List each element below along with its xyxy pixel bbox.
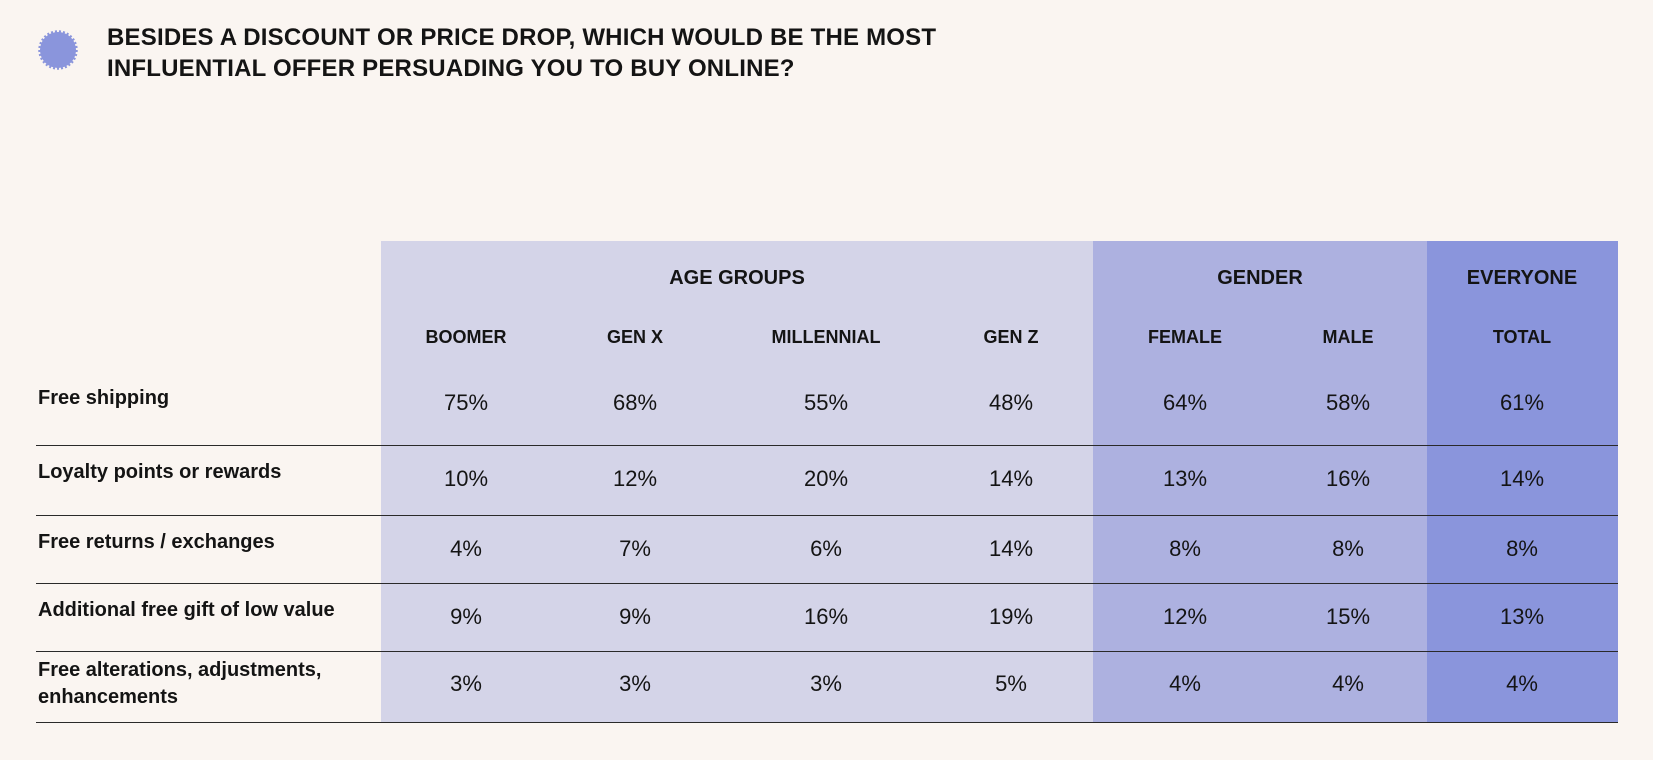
- table-cell-male: 16%: [1325, 466, 1371, 491]
- row-label: Additional free gift of low value: [38, 599, 335, 621]
- group-header-everyone: EVERYONE: [1466, 267, 1578, 289]
- table-row: Loyalty points or rewards 10% 12% 20% 14% 13%…: [36, 445, 1618, 516]
- table-cell-female: 13%: [1162, 466, 1208, 491]
- table-cell-gen-x: 9%: [619, 604, 651, 629]
- column-header-male: MALE: [1322, 327, 1374, 347]
- scalloped-badge-icon: [38, 30, 78, 70]
- table-cell-gen-x: 3%: [619, 671, 651, 696]
- table-cell-gen-z: 14%: [988, 536, 1034, 561]
- table-cell-total: 8%: [1506, 536, 1538, 561]
- row-label: Free returns / exchanges: [38, 531, 275, 553]
- table-cell-gen-x: 68%: [612, 390, 658, 415]
- row-label: Free shipping: [38, 387, 170, 409]
- column-header-total: TOTAL: [1492, 327, 1552, 347]
- table-cell-male: 58%: [1325, 390, 1371, 415]
- table-cell-female: 8%: [1169, 536, 1201, 561]
- table-cell-gen-z: 19%: [988, 604, 1034, 629]
- table-row: Free shipping 75% 68% 55% 48% 64% 58% 61%: [36, 381, 1618, 446]
- table-cell-gen-x: 7%: [619, 536, 651, 561]
- table-cell-female: 64%: [1162, 390, 1208, 415]
- table-cell-millennial: 16%: [803, 604, 849, 629]
- table-cell-gen-z: 48%: [988, 390, 1034, 415]
- table-cell-total: 61%: [1499, 390, 1545, 415]
- age-groups-band: [381, 241, 1093, 722]
- table-cell-female: 4%: [1169, 671, 1201, 696]
- group-header-age-groups: AGE GROUPS: [669, 267, 805, 289]
- table-cell-male: 4%: [1332, 671, 1364, 696]
- table-cell-millennial: 3%: [810, 671, 842, 696]
- table-cell-male: 8%: [1332, 536, 1364, 561]
- table-cell-millennial: 55%: [803, 390, 849, 415]
- column-header-millennial: MILLENNIAL: [771, 327, 881, 347]
- table-cell-millennial: 6%: [810, 536, 842, 561]
- table-cell-boomer: 3%: [450, 671, 482, 696]
- table-cell-total: 4%: [1506, 671, 1538, 696]
- table-cell-gen-z: 5%: [995, 671, 1027, 696]
- table-row: Free alterations, adjustments, enhanceme…: [36, 651, 1618, 723]
- column-header-gen-z: GEN Z: [983, 327, 1039, 347]
- chart-title-line-1: BESIDES A DISCOUNT OR PRICE DROP, WHICH …: [107, 24, 937, 51]
- row-label: Loyalty points or rewards: [38, 461, 282, 483]
- table-cell-boomer: 10%: [443, 466, 489, 491]
- column-header-boomer: BOOMER: [425, 327, 507, 347]
- table-cell-boomer: 9%: [450, 604, 482, 629]
- table-cell-boomer: 4%: [450, 536, 482, 561]
- table-cell-female: 12%: [1162, 604, 1208, 629]
- group-header-gender: GENDER: [1217, 267, 1303, 289]
- gender-band: [1093, 241, 1427, 722]
- column-header-gen-x: GEN X: [606, 327, 664, 347]
- table-cell-gen-z: 14%: [988, 466, 1034, 491]
- chart-title-line-2: INFLUENTIAL OFFER PERSUADING YOU TO BUY …: [107, 55, 795, 82]
- data-table: AGE GROUPS GENDER EVERYONE BOOMER GEN X MILLE…: [36, 241, 1618, 723]
- column-header-female: FEMALE: [1148, 327, 1222, 347]
- table-cell-male: 15%: [1325, 604, 1371, 629]
- everyone-band: [1427, 241, 1618, 722]
- table-cell-gen-x: 12%: [612, 466, 658, 491]
- row-label: Free alterations, adjustments, enhanceme…: [38, 659, 322, 708]
- table-cell-total: 13%: [1499, 604, 1545, 629]
- table-row: Free returns / exchanges 4% 7% 6% 14% 8% 8% 8%: [36, 515, 1618, 584]
- table-cell-boomer: 75%: [443, 390, 489, 415]
- chart-title: BESIDES A DISCOUNT OR PRICE DROP, WHICH …: [107, 22, 1007, 84]
- table-row: Additional free gift of low value 9% 9% 16%…: [36, 583, 1618, 652]
- table-cell-millennial: 20%: [803, 466, 849, 491]
- table-cell-total: 14%: [1499, 466, 1545, 491]
